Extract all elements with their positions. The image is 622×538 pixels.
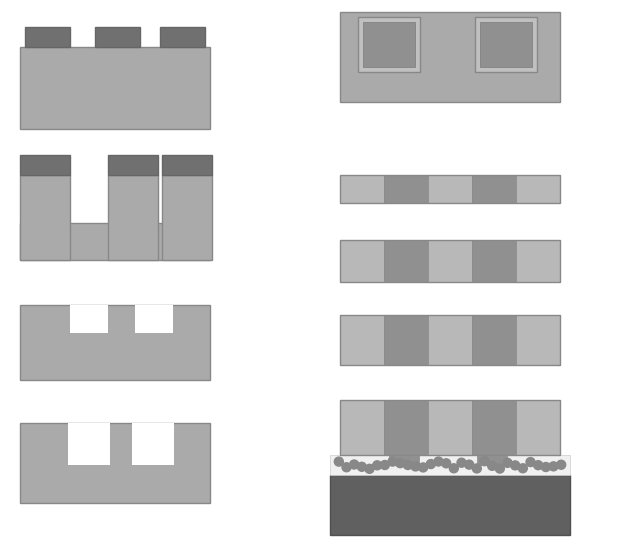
Bar [340, 400, 384, 455]
Bar [472, 315, 516, 365]
Circle shape [557, 460, 565, 469]
Bar [340, 400, 560, 455]
Bar [340, 240, 560, 282]
Bar [384, 400, 428, 455]
Bar [340, 12, 560, 102]
Bar [20, 423, 210, 503]
Circle shape [518, 464, 527, 473]
Circle shape [380, 461, 389, 470]
Circle shape [419, 463, 428, 472]
Circle shape [541, 463, 550, 471]
Circle shape [373, 461, 382, 470]
Circle shape [403, 461, 412, 470]
Circle shape [396, 459, 405, 468]
Bar [330, 455, 570, 475]
Circle shape [426, 459, 435, 469]
Bar [108, 175, 158, 260]
Bar [162, 155, 212, 175]
Circle shape [503, 458, 512, 468]
Bar [428, 240, 472, 282]
Bar [516, 315, 560, 365]
Bar [330, 475, 570, 535]
Circle shape [549, 462, 558, 471]
Bar [472, 240, 516, 282]
Circle shape [465, 460, 474, 469]
Bar [480, 22, 532, 67]
Circle shape [472, 464, 481, 473]
Bar [516, 175, 560, 203]
Circle shape [388, 457, 397, 466]
Bar [516, 240, 560, 282]
Bar [340, 315, 384, 365]
Bar [20, 175, 70, 260]
Circle shape [342, 463, 351, 472]
Bar [162, 175, 212, 260]
Circle shape [350, 460, 359, 469]
Bar [384, 240, 428, 282]
Bar [472, 400, 516, 455]
Circle shape [534, 461, 542, 470]
Bar [516, 400, 560, 455]
Bar [70, 305, 108, 333]
Circle shape [457, 458, 466, 467]
Circle shape [335, 457, 343, 466]
Bar [135, 305, 173, 333]
Bar [477, 455, 507, 465]
Bar [472, 175, 516, 203]
Bar [384, 175, 428, 203]
Circle shape [434, 457, 443, 466]
Bar [20, 155, 70, 175]
Bar [389, 455, 419, 465]
Circle shape [526, 457, 535, 466]
Bar [428, 315, 472, 365]
Circle shape [488, 461, 496, 470]
Circle shape [495, 464, 504, 473]
Circle shape [411, 462, 420, 471]
Circle shape [511, 461, 519, 470]
Bar [475, 17, 537, 72]
Bar [108, 155, 158, 175]
Bar [340, 240, 384, 282]
Bar [20, 223, 210, 260]
Bar [428, 400, 472, 455]
Bar [340, 315, 560, 365]
Bar [68, 423, 110, 465]
Bar [132, 423, 174, 465]
Bar [358, 17, 420, 72]
Circle shape [449, 464, 458, 473]
Bar [95, 27, 140, 47]
Bar [160, 27, 205, 47]
Bar [20, 305, 210, 380]
Circle shape [480, 457, 489, 466]
Bar [340, 175, 384, 203]
Bar [340, 175, 560, 203]
Circle shape [357, 462, 366, 471]
Bar [363, 22, 415, 67]
Bar [428, 175, 472, 203]
Circle shape [442, 459, 451, 468]
Bar [384, 315, 428, 365]
Circle shape [365, 464, 374, 473]
Bar [20, 47, 210, 129]
Bar [25, 27, 70, 47]
